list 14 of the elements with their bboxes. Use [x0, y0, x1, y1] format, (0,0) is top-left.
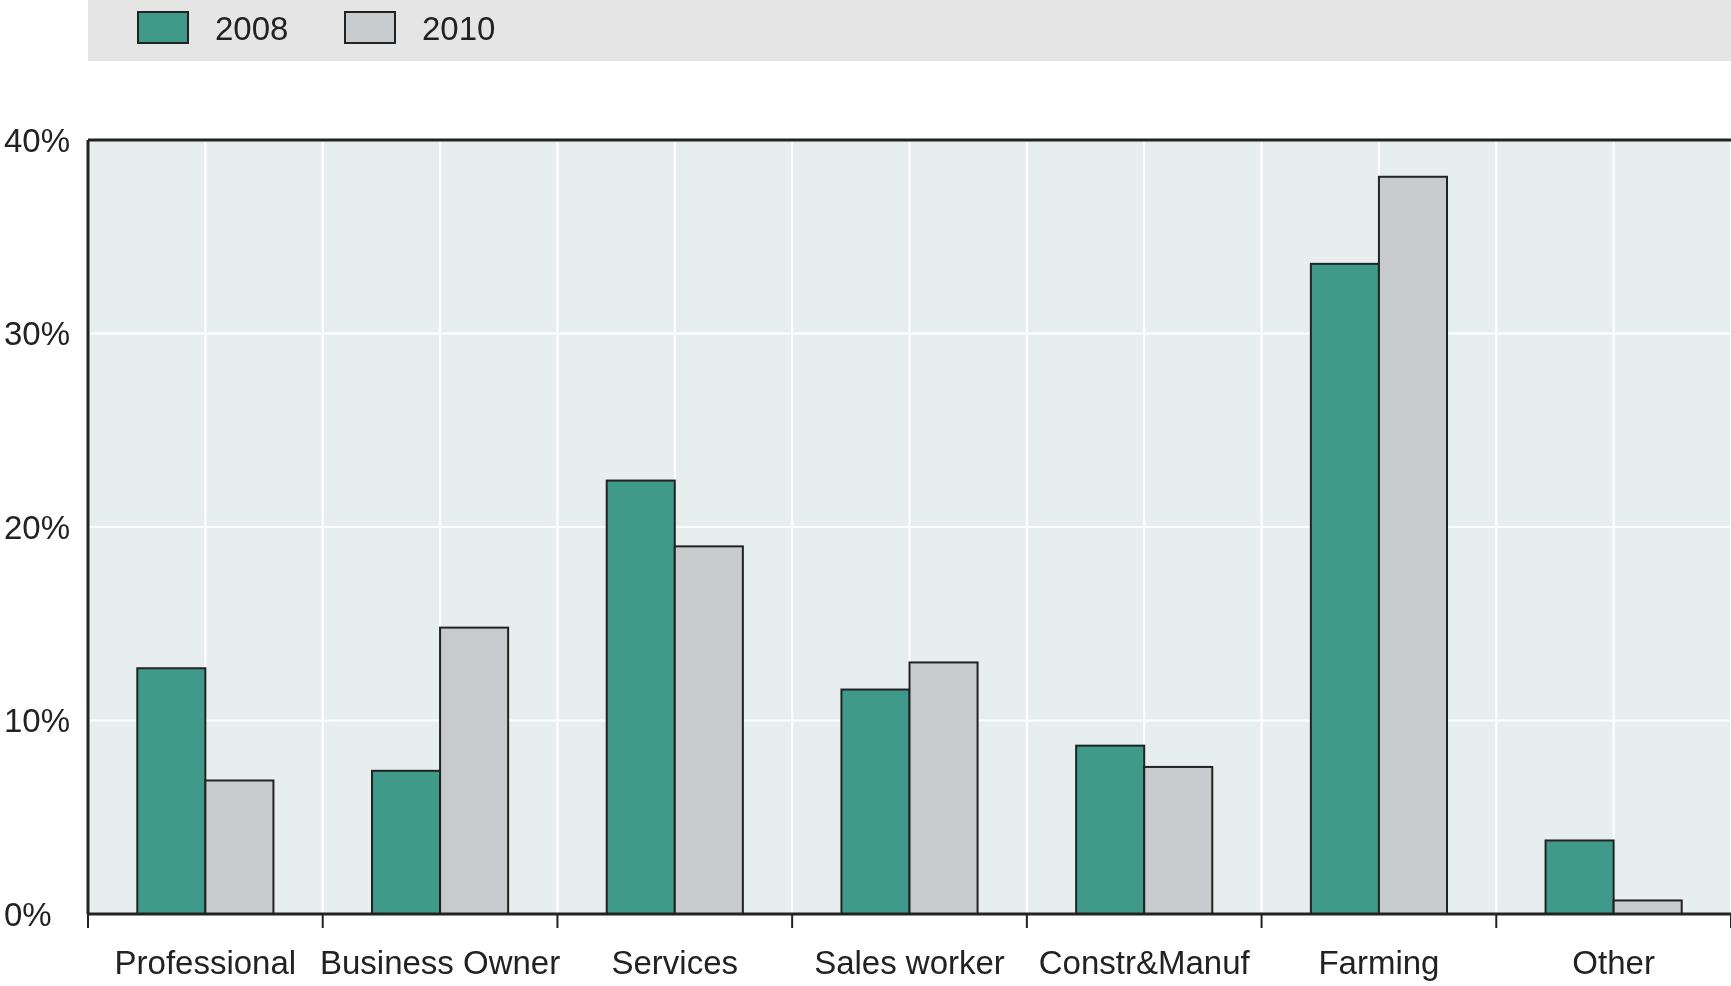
legend-label: 2010 — [422, 9, 496, 47]
x-tick-label: Professional — [114, 944, 297, 981]
legend-label: 2008 — [215, 9, 289, 47]
x-tick-label: Business Owner — [319, 944, 561, 981]
y-tick-label: 0% — [4, 895, 52, 933]
y-tick-label: 20% — [4, 508, 71, 546]
x-tick-label: Services — [611, 944, 739, 981]
x-tick-label: Other — [1572, 944, 1655, 981]
x-tick-label: Sales worker — [814, 944, 1005, 981]
y-tick-label: 40% — [4, 121, 71, 159]
y-tick-label: 30% — [4, 315, 71, 353]
x-tick-label: Constr&Manuf — [1038, 944, 1251, 981]
x-tick-label: Farming — [1318, 944, 1440, 981]
y-tick-label: 10% — [4, 702, 71, 740]
